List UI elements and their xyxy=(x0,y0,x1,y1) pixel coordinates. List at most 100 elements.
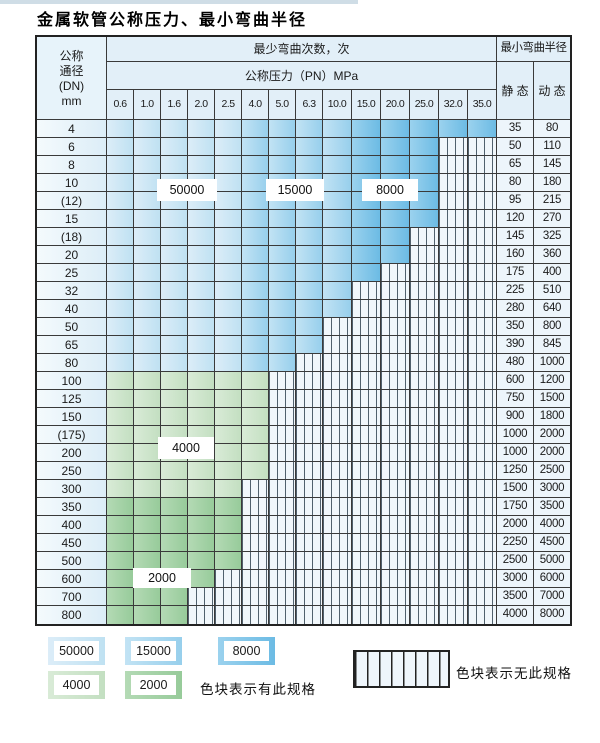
dynamic-radius-value: 6000 xyxy=(534,570,570,588)
static-radius-value: 4000 xyxy=(497,606,534,624)
dynamic-radius-value: 1500 xyxy=(534,390,570,408)
not-available-cell xyxy=(410,462,439,480)
not-available-cell xyxy=(381,408,410,426)
not-available-cell xyxy=(352,588,381,606)
bend-cycles-cell xyxy=(188,318,215,336)
zone-label-2000: 2000 xyxy=(133,568,191,588)
not-available-cell xyxy=(269,516,296,534)
bend-cycles-cell xyxy=(242,318,269,336)
dn-header-line: (DN) xyxy=(58,78,85,93)
bend-cycles-cell xyxy=(242,282,269,300)
not-available-cell xyxy=(468,498,497,516)
bend-cycles-cell xyxy=(215,354,242,372)
dn-cell: (18) xyxy=(37,228,107,246)
legend-swatch-label: 15000 xyxy=(131,641,176,661)
bend-cycles-cell xyxy=(134,372,161,390)
not-available-cell xyxy=(352,498,381,516)
bend-cycles-cell xyxy=(107,480,134,498)
not-available-cell xyxy=(468,606,497,624)
not-available-cell xyxy=(410,480,439,498)
pressure-col-label: 32.0 xyxy=(439,90,468,120)
bend-cycles-cell xyxy=(296,156,323,174)
bend-cycles-cell xyxy=(323,192,352,210)
bend-cycles-cell xyxy=(269,336,296,354)
not-available-cell xyxy=(439,444,468,462)
static-radius-value: 2250 xyxy=(497,534,534,552)
bend-cycles-cell xyxy=(242,426,269,444)
bend-cycles-cell xyxy=(215,192,242,210)
bend-cycles-cell xyxy=(188,408,215,426)
not-available-cell xyxy=(410,372,439,390)
pressure-col-label: 15.0 xyxy=(352,90,381,120)
bend-cycles-cell xyxy=(323,282,352,300)
bend-cycles-cell xyxy=(215,462,242,480)
bend-cycles-cell xyxy=(134,426,161,444)
not-available-cell xyxy=(410,570,439,588)
dynamic-radius-value: 1000 xyxy=(534,354,570,372)
not-available-cell xyxy=(410,516,439,534)
not-available-cell xyxy=(215,588,242,606)
bend-cycles-cell xyxy=(439,120,468,138)
dynamic-column-header: 动 态 xyxy=(534,62,570,120)
dynamic-radius-value: 845 xyxy=(534,336,570,354)
dynamic-radius-value: 80 xyxy=(534,120,570,138)
not-available-cell xyxy=(468,300,497,318)
page-title: 金属软管公称压力、最小弯曲半径 xyxy=(37,12,308,29)
not-available-cell xyxy=(296,480,323,498)
bend-cycles-cell xyxy=(134,264,161,282)
bend-cycles-cell xyxy=(215,174,242,192)
bend-cycles-cell xyxy=(323,156,352,174)
dn-cell: 32 xyxy=(37,282,107,300)
not-available-cell xyxy=(468,174,497,192)
dynamic-radius-value: 215 xyxy=(534,192,570,210)
not-available-cell xyxy=(352,534,381,552)
not-available-cell xyxy=(352,516,381,534)
not-available-cell xyxy=(296,498,323,516)
not-available-cell xyxy=(439,498,468,516)
not-available-cell xyxy=(296,552,323,570)
bend-cycles-cell xyxy=(352,264,381,282)
not-available-cell xyxy=(269,444,296,462)
bend-cycles-cell xyxy=(296,246,323,264)
bend-cycles-cell xyxy=(323,120,352,138)
bend-cycles-cell xyxy=(161,480,188,498)
not-available-cell xyxy=(352,300,381,318)
not-available-cell xyxy=(381,282,410,300)
legend-swatch-label: 2000 xyxy=(131,675,176,695)
dn-cell: 125 xyxy=(37,390,107,408)
dynamic-radius-value: 180 xyxy=(534,174,570,192)
static-radius-value: 750 xyxy=(497,390,534,408)
legend-unavailable-note: 色块表示无此规格 xyxy=(456,666,572,681)
bend-cycles-cell xyxy=(242,174,269,192)
static-radius-value: 35 xyxy=(497,120,534,138)
bend-cycles-cell xyxy=(107,300,134,318)
not-available-cell xyxy=(439,516,468,534)
dn-cell: 800 xyxy=(37,606,107,624)
not-available-cell xyxy=(323,498,352,516)
bend-cycles-cell xyxy=(269,246,296,264)
not-available-cell xyxy=(269,390,296,408)
bend-cycles-cell xyxy=(107,534,134,552)
bend-cycles-cell xyxy=(215,120,242,138)
not-available-cell xyxy=(323,336,352,354)
legend-swatch-label: 8000 xyxy=(224,641,269,661)
not-available-cell xyxy=(296,534,323,552)
dynamic-radius-value: 800 xyxy=(534,318,570,336)
dn-cell: 100 xyxy=(37,372,107,390)
bend-cycles-cell xyxy=(161,516,188,534)
not-available-cell xyxy=(381,480,410,498)
not-available-cell xyxy=(381,426,410,444)
bend-cycles-cell xyxy=(107,318,134,336)
bend-cycles-cell xyxy=(215,498,242,516)
bend-cycles-cell xyxy=(323,300,352,318)
not-available-cell xyxy=(269,570,296,588)
not-available-cell xyxy=(439,534,468,552)
bend-cycles-cell xyxy=(188,534,215,552)
bend-cycles-cell xyxy=(269,354,296,372)
not-available-cell xyxy=(439,372,468,390)
static-radius-value: 1750 xyxy=(497,498,534,516)
not-available-cell xyxy=(352,462,381,480)
dn-cell: 10 xyxy=(37,174,107,192)
not-available-cell xyxy=(188,606,215,624)
static-radius-value: 1500 xyxy=(497,480,534,498)
